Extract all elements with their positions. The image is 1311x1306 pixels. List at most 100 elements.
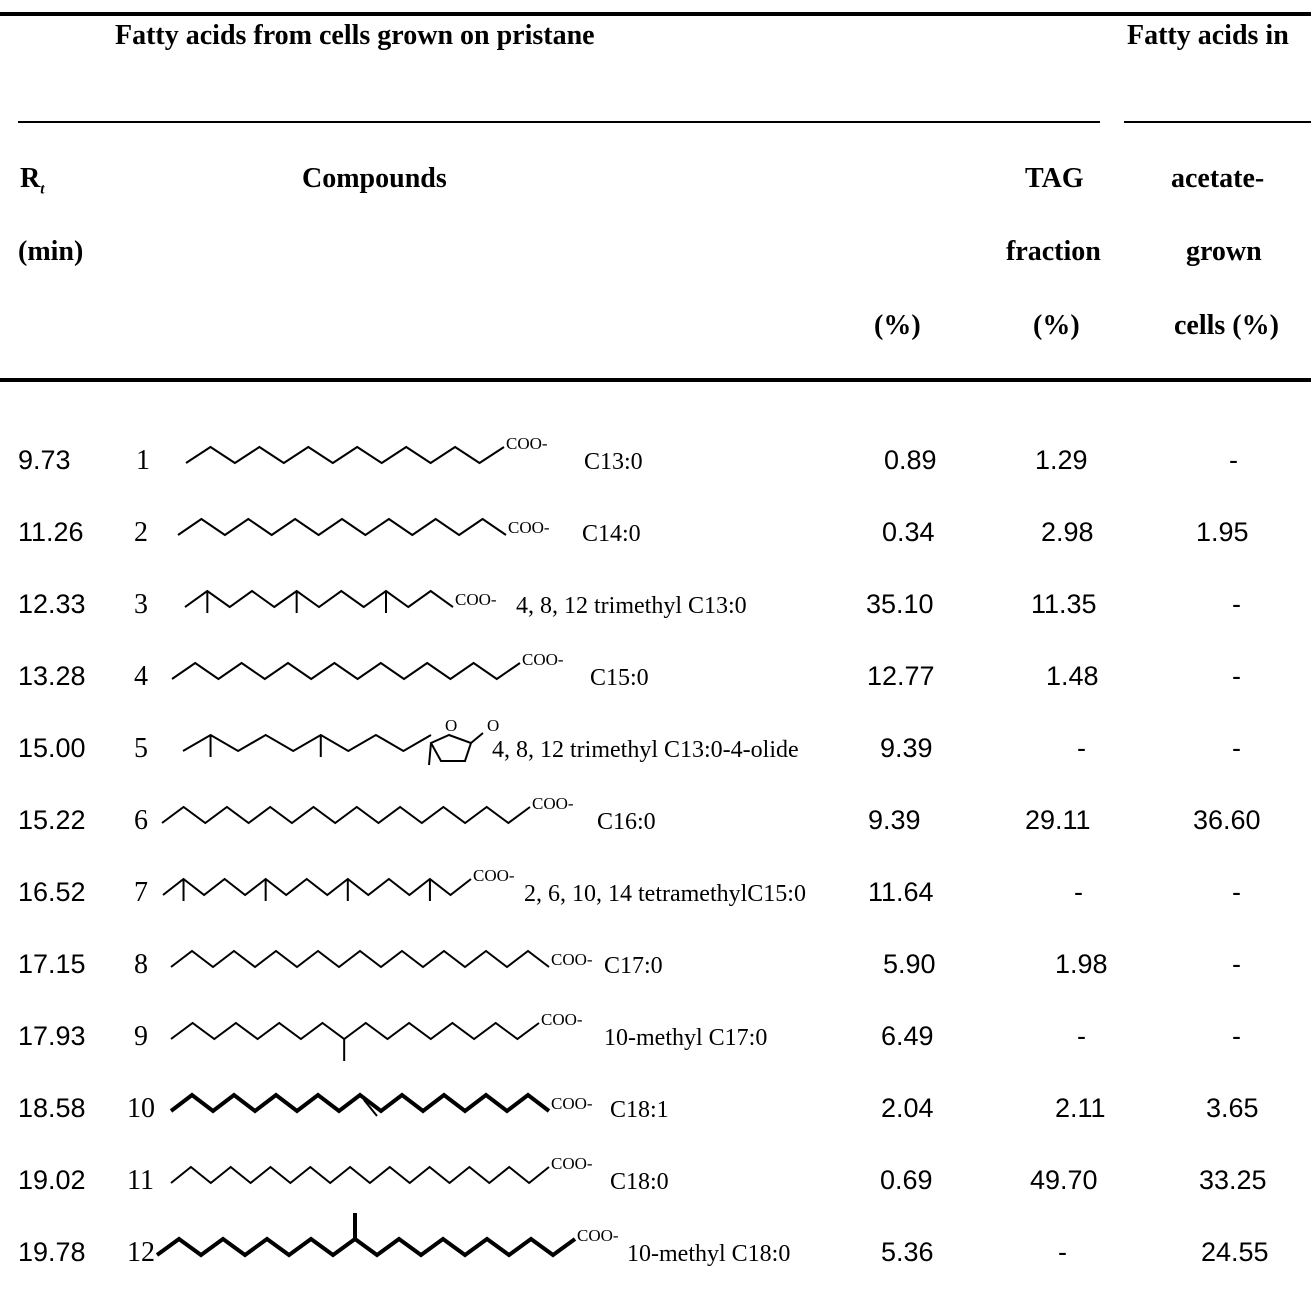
tag-fraction-value: 2.98 — [1041, 517, 1094, 547]
carbonyl-bond — [470, 732, 484, 744]
compound-structure: COO- — [170, 1010, 583, 1061]
carbon-chain — [177, 517, 507, 537]
percent-value: 35.10 — [866, 589, 934, 619]
carbon-chain — [170, 949, 550, 969]
retention-time: 12.33 — [18, 589, 86, 619]
methyl-branch — [428, 742, 432, 766]
compound-number: 10 — [127, 1093, 155, 1124]
col-header-acetate-line1: acetate- — [1171, 163, 1265, 194]
double-bond — [363, 1099, 378, 1117]
compound-name: C13:0 — [584, 449, 643, 475]
carbon-chain — [171, 661, 521, 681]
compound-structure: COO- — [155, 1213, 619, 1258]
carbon-chain — [170, 1021, 540, 1041]
compound-name: 10-methyl C17:0 — [604, 1025, 768, 1051]
carboxylate-label: COO- — [541, 1010, 583, 1029]
col-header-rt-unit: (min) — [18, 236, 84, 267]
retention-time: 13.28 — [18, 661, 86, 691]
compound-number: 4 — [134, 661, 148, 692]
tag-fraction-value: 1.29 — [1035, 445, 1088, 475]
compound-structure: COO- — [170, 1154, 593, 1185]
retention-time: 15.00 — [18, 733, 86, 763]
tag-fraction-value: 2.11 — [1055, 1093, 1106, 1123]
col-header-rt: Rt — [20, 163, 44, 199]
compound-number: 8 — [134, 949, 148, 980]
carboxylate-label: COO- — [551, 1154, 593, 1173]
col-header-rt-symbol: R — [20, 163, 41, 194]
percent-value: 0.89 — [884, 445, 937, 475]
acetate-grown-value: 1.95 — [1196, 517, 1249, 547]
percent-value: 12.77 — [867, 661, 935, 691]
col-header-rt-subscript: t — [40, 181, 45, 198]
carboxylate-label: COO- — [506, 434, 548, 453]
compound-name: C18:0 — [610, 1169, 669, 1195]
carbonyl-oxygen: O — [487, 716, 499, 735]
compound-name: C17:0 — [604, 953, 663, 979]
percent-value: 9.39 — [880, 733, 933, 763]
retention-time: 17.93 — [18, 1021, 86, 1051]
ring-oxygen: O — [445, 716, 457, 735]
percent-value: 0.34 — [882, 517, 935, 547]
retention-time: 9.73 — [18, 445, 71, 475]
col-header-acetate-line2: grown — [1186, 236, 1262, 267]
carbon-chain — [162, 877, 472, 897]
top-rule — [0, 12, 1311, 16]
tag-fraction-value: 1.48 — [1046, 661, 1099, 691]
acetate-grown-value: 33.25 — [1199, 1165, 1267, 1195]
acetate-grown-value: 3.65 — [1206, 1093, 1259, 1123]
compound-number: 11 — [127, 1165, 154, 1196]
carboxylate-label: COO- — [522, 650, 564, 669]
acetate-grown-value: 24.55 — [1201, 1237, 1269, 1267]
compound-name: 2, 6, 10, 14 tetramethylC15:0 — [524, 881, 806, 907]
percent-value: 5.36 — [881, 1237, 934, 1267]
percent-value: 6.49 — [881, 1021, 934, 1051]
retention-time: 17.15 — [18, 949, 86, 979]
tag-fraction-value: 11.35 — [1031, 589, 1097, 619]
acetate-grown-value: 36.60 — [1193, 805, 1261, 835]
col-header-compounds: Compounds — [302, 163, 447, 194]
compound-name: C16:0 — [597, 809, 656, 835]
retention-time: 15.22 — [18, 805, 86, 835]
carbon-chain — [169, 1092, 551, 1114]
compound-structure: COO- — [171, 650, 564, 681]
tag-fraction-value: - — [1074, 877, 1083, 907]
acetate-grown-value: - — [1232, 949, 1241, 979]
col-header-percent: (%) — [874, 310, 921, 341]
tag-fraction-value: 1.98 — [1055, 949, 1108, 979]
percent-value: 11.64 — [868, 877, 934, 907]
group-right-rule — [1124, 121, 1311, 123]
compound-name: C18:1 — [610, 1097, 669, 1123]
compound-number: 5 — [134, 733, 148, 764]
acetate-grown-value: - — [1232, 733, 1241, 763]
lactone-ring — [429, 733, 473, 762]
acetate-grown-value: - — [1232, 661, 1241, 691]
retention-time: 18.58 — [18, 1093, 86, 1123]
carbon-chain — [185, 445, 505, 465]
carbon-chain — [155, 1236, 577, 1258]
retention-time: 11.26 — [18, 517, 84, 547]
compound-number: 1 — [136, 445, 150, 476]
carboxylate-label: COO- — [532, 794, 574, 813]
carboxylate-label: COO- — [551, 950, 593, 969]
compound-name: C14:0 — [582, 521, 641, 547]
carboxylate-label: COO- — [473, 866, 515, 885]
tag-fraction-value: - — [1077, 733, 1086, 763]
acetate-grown-value: - — [1232, 589, 1241, 619]
compound-name: 10-methyl C18:0 — [627, 1241, 791, 1267]
carbon-chain — [184, 589, 454, 609]
retention-time: 19.02 — [18, 1165, 86, 1195]
compound-name: 4, 8, 12 trimethyl C13:0 — [516, 593, 747, 619]
acetate-grown-value: - — [1232, 877, 1241, 907]
compound-number: 7 — [134, 877, 148, 908]
retention-time: 19.78 — [18, 1237, 86, 1267]
group-header-pristane: Fatty acids from cells grown on pristane — [115, 20, 595, 51]
compound-structure: COO- — [169, 1092, 593, 1117]
percent-value: 5.90 — [883, 949, 936, 979]
col-header-tag-line1: TAG — [1025, 163, 1084, 194]
compound-number: 3 — [134, 589, 148, 620]
tag-fraction-value: - — [1058, 1237, 1067, 1267]
group-left-rule — [18, 121, 1100, 123]
acetate-grown-value: - — [1232, 1021, 1241, 1051]
col-header-tag-line3: (%) — [1033, 310, 1080, 341]
